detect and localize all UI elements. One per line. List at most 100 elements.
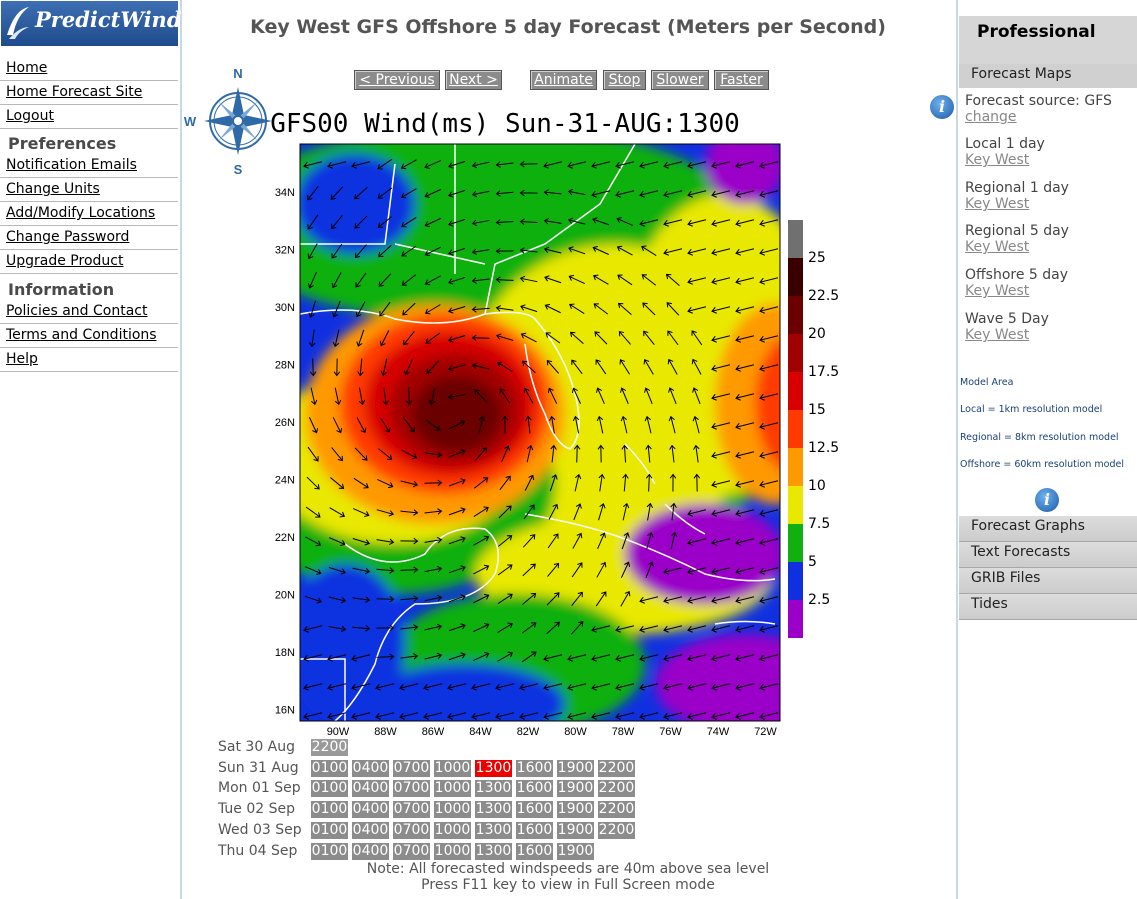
time-button[interactable]: 2200 xyxy=(598,821,635,839)
nav-add-modify-locations-link[interactable]: Add/Modify Locations xyxy=(6,205,156,221)
time-button[interactable]: 0700 xyxy=(393,801,430,819)
time-button[interactable]: 1000 xyxy=(434,821,471,839)
wind-arrow xyxy=(376,538,395,546)
nav-help[interactable]: Help xyxy=(0,348,178,372)
nav-home-forecast-site-link[interactable]: Home Forecast Site xyxy=(6,84,143,100)
time-button[interactable]: 0100 xyxy=(311,759,348,777)
time-button[interactable]: 1900 xyxy=(557,842,594,860)
time-button[interactable]: 1300 xyxy=(475,801,512,819)
time-button[interactable]: 1600 xyxy=(516,821,553,839)
predictwind-logo[interactable]: PredictWind xyxy=(1,1,182,46)
tab-forecast-graphs[interactable]: Forecast Graphs xyxy=(959,516,1137,542)
wind-arrow xyxy=(400,480,419,488)
wind-arrow xyxy=(569,303,585,314)
wind-arrow xyxy=(522,563,536,577)
time-button[interactable]: 1900 xyxy=(557,821,594,839)
time-button[interactable]: 1000 xyxy=(434,780,471,798)
wind-arrow xyxy=(448,478,466,487)
time-button[interactable]: 2200 xyxy=(598,780,635,798)
next-button[interactable]: Next > xyxy=(445,70,502,90)
time-button[interactable]: 0400 xyxy=(352,759,389,777)
slower-button[interactable]: Slower xyxy=(651,70,709,90)
time-button[interactable]: 0700 xyxy=(393,821,430,839)
wind-arrow xyxy=(522,360,536,374)
nav-change-password-link[interactable]: Change Password xyxy=(6,229,130,245)
model-location-link[interactable]: Key West xyxy=(965,239,1030,255)
model-location-link[interactable]: Key West xyxy=(965,283,1030,299)
model-location-link[interactable]: Key West xyxy=(965,152,1030,168)
nav-change-units-link[interactable]: Change Units xyxy=(6,181,100,197)
stop-button[interactable]: Stop xyxy=(603,70,646,90)
wind-arrow xyxy=(663,190,683,198)
time-button[interactable]: 1000 xyxy=(434,801,471,819)
wind-arrow xyxy=(615,683,635,691)
nav-upgrade-product[interactable]: Upgrade Product xyxy=(0,250,178,274)
wind-arrow xyxy=(473,506,489,518)
time-button[interactable]: 1600 xyxy=(516,780,553,798)
animate-button[interactable]: Animate xyxy=(530,70,597,90)
nav-logout-link[interactable]: Logout xyxy=(6,108,54,124)
time-button[interactable]: 1600 xyxy=(516,759,553,777)
tab-text-forecasts[interactable]: Text Forecasts xyxy=(959,542,1137,568)
change-source-link[interactable]: change xyxy=(965,109,1017,125)
nav-home-forecast-site[interactable]: Home Forecast Site xyxy=(0,81,178,105)
time-button[interactable]: 1900 xyxy=(557,780,594,798)
nav-help-link[interactable]: Help xyxy=(6,351,38,367)
time-button[interactable]: 0400 xyxy=(352,842,389,860)
model-info-icon[interactable]: i xyxy=(1035,488,1059,512)
nav-change-units[interactable]: Change Units xyxy=(0,178,178,202)
nav-notification-emails[interactable]: Notification Emails xyxy=(0,154,178,178)
nav-terms-conditions-link[interactable]: Terms and Conditions xyxy=(6,327,157,343)
time-button[interactable]: 0100 xyxy=(311,842,348,860)
time-button[interactable]: 0400 xyxy=(352,801,389,819)
faster-button[interactable]: Faster xyxy=(714,70,769,90)
tab-grib-files[interactable]: GRIB Files xyxy=(959,568,1137,594)
time-button[interactable]: 1300 xyxy=(475,842,512,860)
nav-policies-contact[interactable]: Policies and Contact xyxy=(0,300,178,324)
time-button[interactable]: 0700 xyxy=(393,759,430,777)
nav-add-modify-locations[interactable]: Add/Modify Locations xyxy=(0,202,178,226)
previous-button[interactable]: < Previous xyxy=(354,70,440,90)
time-button[interactable]: 1900 xyxy=(557,801,594,819)
time-button[interactable]: 1300 xyxy=(475,780,512,798)
nav-notification-emails-link[interactable]: Notification Emails xyxy=(6,157,137,173)
wind-arrow xyxy=(423,712,443,720)
time-button[interactable]: 0400 xyxy=(352,780,389,798)
nav-change-password[interactable]: Change Password xyxy=(0,226,178,250)
tab-tides[interactable]: Tides xyxy=(959,594,1137,620)
wind-arrow xyxy=(403,331,415,346)
time-button[interactable]: 2200 xyxy=(598,801,635,819)
model-location-link[interactable]: Key West xyxy=(965,196,1030,212)
time-button[interactable]: 0100 xyxy=(311,780,348,798)
nav-terms-conditions[interactable]: Terms and Conditions xyxy=(0,324,178,348)
time-button[interactable]: 2200 xyxy=(311,739,348,756)
time-button[interactable]: 0100 xyxy=(311,801,348,819)
wind-arrow xyxy=(307,243,318,260)
time-button[interactable]: 0700 xyxy=(393,780,430,798)
wind-arrow xyxy=(711,625,731,633)
time-button[interactable]: 1000 xyxy=(434,759,471,777)
forecast-source-info-icon[interactable]: i xyxy=(930,95,954,119)
model-location-link[interactable]: Key West xyxy=(965,327,1030,343)
time-button[interactable]: 0400 xyxy=(352,821,389,839)
legend-swatch xyxy=(788,562,803,600)
time-button[interactable]: 1600 xyxy=(516,801,553,819)
time-button[interactable]: 2200 xyxy=(598,759,635,777)
time-button[interactable]: 1900 xyxy=(557,759,594,777)
time-button[interactable]: 1300 xyxy=(475,821,512,839)
nav-upgrade-product-link[interactable]: Upgrade Product xyxy=(6,253,124,269)
wind-arrow xyxy=(375,712,395,720)
time-button[interactable]: 0100 xyxy=(311,821,348,839)
time-button[interactable]: 1000 xyxy=(434,842,471,860)
nav-policies-contact-link[interactable]: Policies and Contact xyxy=(6,303,148,319)
tab-forecast-maps[interactable]: Forecast Maps xyxy=(959,64,1137,89)
nav-home[interactable]: Home xyxy=(0,57,178,81)
legend-swatch xyxy=(788,296,803,334)
nav-home-link[interactable]: Home xyxy=(6,60,48,76)
time-button[interactable]: 1600 xyxy=(516,842,553,860)
nav-logout[interactable]: Logout xyxy=(0,105,178,129)
selected-time-button[interactable]: 1300 xyxy=(475,759,512,777)
wind-forecast-map[interactable]: GFS00 Wind(ms) Sun-31-AUG:1300 xyxy=(185,104,855,744)
wind-arrow xyxy=(355,301,366,318)
time-button[interactable]: 0700 xyxy=(393,842,430,860)
